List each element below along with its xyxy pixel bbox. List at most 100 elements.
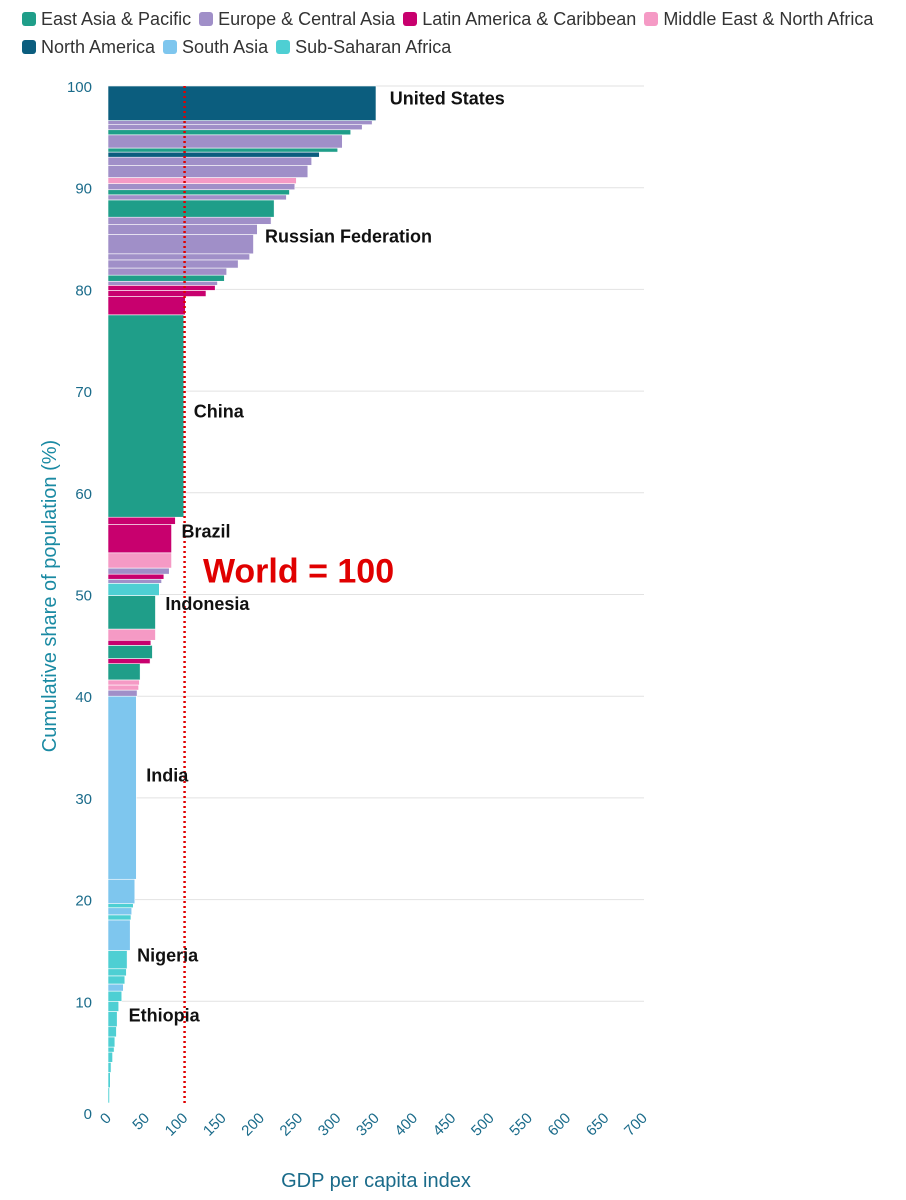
bar-segment (107, 199, 275, 218)
annotation-label: Ethiopia (129, 1006, 201, 1026)
legend-label: East Asia & Pacific (41, 8, 192, 29)
bar-segment (107, 679, 140, 686)
bar-segment (107, 85, 377, 121)
bar-segment (107, 516, 176, 525)
x-tick-label: 100 (162, 1110, 192, 1140)
bar-segment (107, 194, 287, 201)
x-tick-label: 500 (468, 1110, 498, 1140)
bar-segment (107, 645, 153, 659)
bar-segment (107, 552, 172, 569)
legend-swatch (403, 12, 418, 26)
legend-label: North America (41, 36, 156, 57)
bar-segment (107, 314, 185, 518)
bar-segment (107, 1072, 111, 1089)
x-tick-label: 300 (315, 1110, 345, 1140)
legend-swatch (22, 40, 36, 54)
y-axis-title: Cumulative share of population (%) (39, 440, 61, 752)
annotation-label: World = 100 (203, 552, 394, 590)
bar-segments (107, 85, 377, 1104)
legend-swatch (644, 12, 659, 26)
legend-item: Latin America & Caribbean (403, 8, 636, 30)
legend-label: South Asia (182, 36, 269, 57)
bar-segment (107, 156, 312, 166)
y-tick-label: 30 (75, 791, 92, 808)
legend-swatch (163, 40, 178, 54)
legend-swatch (22, 12, 36, 26)
bar-segment (107, 267, 227, 276)
bar-segment (107, 285, 216, 291)
bar-segment (107, 975, 126, 985)
bar-segment (107, 296, 186, 316)
bar-segment (107, 147, 339, 153)
legend-label: Middle East & North Africa (663, 8, 874, 29)
annotation-label: United States (390, 88, 505, 108)
x-tick-label: 150 (200, 1110, 230, 1140)
bar-segment (107, 628, 156, 641)
y-tick-label: 70 (75, 384, 92, 401)
annotation-label: Brazil (182, 522, 231, 542)
bar-segment (107, 658, 151, 664)
x-tick-label: 450 (430, 1110, 460, 1140)
x-tick-label: 50 (129, 1110, 153, 1134)
bar-segment (107, 1011, 118, 1028)
x-tick-label: 600 (545, 1110, 575, 1140)
annotation-label: China (194, 402, 245, 422)
legend-label: Europe & Central Asia (218, 8, 396, 29)
bar-segment (107, 578, 162, 584)
x-axis-title: GDP per capita index (281, 1170, 471, 1192)
bar-segment (107, 684, 139, 691)
bar-segment (107, 1036, 116, 1048)
bar-segment (107, 134, 343, 149)
annotation-label: India (146, 766, 189, 786)
bar-segment (107, 274, 225, 282)
x-tick-label: 700 (621, 1110, 651, 1140)
bar-segment (107, 290, 207, 297)
bar-segment (107, 990, 123, 1002)
bar-segment (107, 663, 141, 681)
legend-item: Middle East & North Africa (644, 8, 873, 30)
legend-item: North America (22, 36, 155, 58)
bar-segment (107, 280, 218, 286)
annotation-label: Russian Federation (265, 227, 432, 247)
bar-segment (107, 151, 320, 158)
y-tick-label: 80 (75, 282, 92, 299)
bar-segment (107, 216, 272, 225)
y-tick-label: 20 (75, 893, 92, 910)
x-tick-label: 350 (353, 1110, 383, 1140)
x-tick-label: 650 (583, 1110, 613, 1140)
bar-segment (107, 224, 258, 235)
bar-segment (107, 689, 138, 697)
bar-segment (107, 639, 152, 646)
x-tick-label: 250 (277, 1110, 307, 1140)
annotation-label: Indonesia (165, 594, 250, 614)
x-tick-label: 400 (391, 1110, 421, 1140)
legend-swatch (276, 40, 291, 54)
bar-segment (107, 129, 352, 136)
bar-segment (107, 120, 373, 125)
bar-segment (107, 583, 160, 596)
bar-segment (107, 919, 131, 951)
bar-segment (107, 234, 254, 255)
bar-segment (107, 878, 136, 904)
bar-segment (107, 253, 250, 261)
bar-segment (107, 124, 363, 131)
y-tick-label: 10 (75, 994, 92, 1011)
legend-item: South Asia (163, 36, 268, 58)
country-labels: United States Russian Federation China Braz… (129, 88, 505, 1025)
x-tick-label: 0 (97, 1110, 115, 1128)
y-tick-label: 0 (84, 1106, 92, 1123)
legend-item: East Asia & Pacific (22, 8, 191, 30)
bar-segment (107, 1087, 110, 1104)
bar-segment (107, 524, 172, 554)
legend-swatch (199, 12, 214, 26)
x-tick-label: 200 (238, 1110, 268, 1140)
y-tick-label: 60 (75, 486, 92, 503)
bar-segment (107, 189, 290, 196)
bar-segment (107, 983, 124, 992)
annotation-label: Nigeria (137, 946, 199, 966)
legend-item: Sub-Saharan Africa (276, 36, 451, 58)
bar-segment (107, 903, 134, 909)
bar-segment (107, 165, 309, 178)
y-tick-label: 90 (75, 181, 92, 198)
